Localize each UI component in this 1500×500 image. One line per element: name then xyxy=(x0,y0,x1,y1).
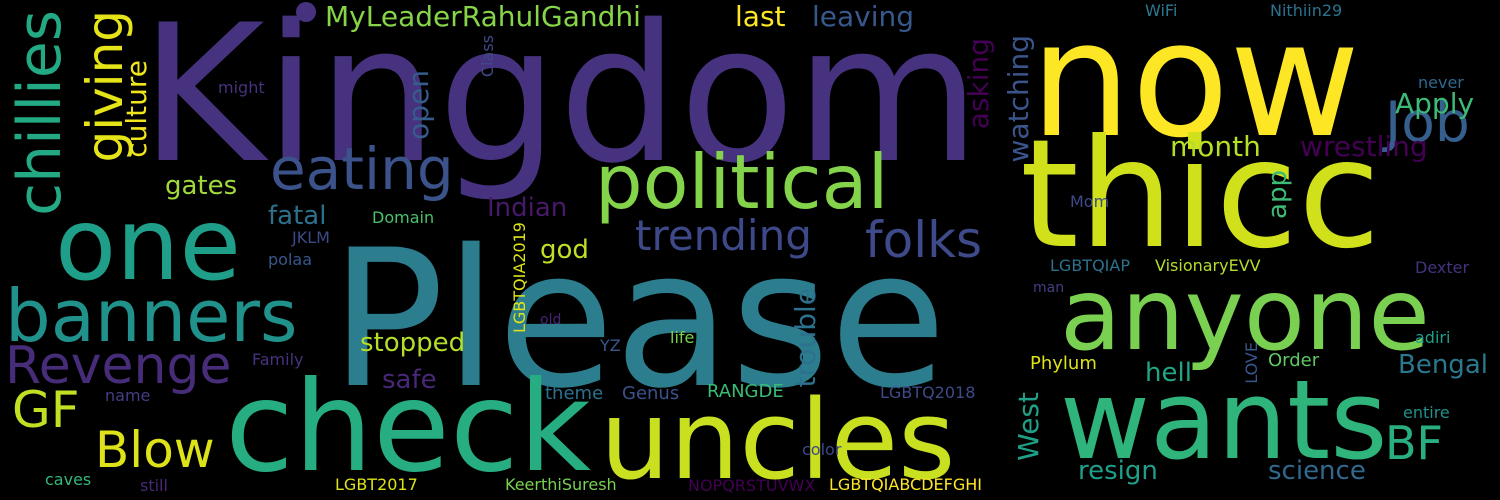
word-wants: wants xyxy=(1060,356,1388,484)
word-family: Family xyxy=(252,350,304,369)
word-resign: resign xyxy=(1078,456,1158,486)
word-hell: hell xyxy=(1145,358,1192,388)
word-dexter: Dexter xyxy=(1415,258,1470,277)
word-keerthisuresh: KeerthiSuresh xyxy=(505,475,617,494)
word-life: life xyxy=(670,328,695,347)
word-jklm: JKLM xyxy=(292,228,330,247)
word-visionaryevv: VisionaryEVV xyxy=(1155,256,1261,275)
word-name: name xyxy=(105,386,151,405)
word-please: Please xyxy=(330,209,947,430)
word-domain: Domain xyxy=(372,208,435,227)
word-theme: theme xyxy=(545,383,604,404)
word-mom: Mom xyxy=(1070,192,1110,211)
word-phylum: Phylum xyxy=(1030,353,1097,374)
word-polaa: polaa xyxy=(268,250,312,269)
word-wifi: WiFi xyxy=(1145,1,1178,20)
word-asking: asking xyxy=(962,38,995,130)
word-lgbt2017: LGBT2017 xyxy=(335,475,418,494)
word-genus: Genus xyxy=(622,383,680,404)
word-trending: trending xyxy=(635,211,812,260)
word-nopqrstuvwx: NOPQRSTUVWX xyxy=(688,476,816,495)
word-old: old xyxy=(540,312,562,328)
word-man: man xyxy=(1033,280,1065,296)
word-blow: Blow xyxy=(95,421,215,479)
word-trouble: trouble xyxy=(789,288,822,388)
word-wrestling: wrestling xyxy=(1300,130,1428,163)
word-rangde: RANGDE xyxy=(707,381,784,402)
word-last: last xyxy=(735,0,786,33)
word-color: color xyxy=(802,440,842,459)
word-folks: folks xyxy=(865,211,983,269)
word-revenge: Revenge xyxy=(5,336,232,396)
word-nithiin29: Nithiin29 xyxy=(1270,1,1343,20)
dot-mark xyxy=(296,2,316,22)
word-chillies: chillies xyxy=(5,10,75,216)
word-bf: BF xyxy=(1385,416,1444,470)
word-bengal: Bengal xyxy=(1398,350,1488,380)
word-might: might xyxy=(218,78,265,97)
word-caves: caves xyxy=(45,470,92,489)
word-order: Order xyxy=(1268,350,1320,371)
word-west: West xyxy=(1012,392,1045,461)
word-class: Class xyxy=(478,35,497,78)
word-lgbtqiabcdefghi: LGBTQIABCDEFGHI xyxy=(829,475,982,494)
word-adiri: adiri xyxy=(1415,328,1451,347)
word-apply: Apply xyxy=(1395,87,1475,120)
word-anyone: anyone xyxy=(1060,256,1430,373)
word-culture: culture xyxy=(120,60,153,158)
word-yz: YZ xyxy=(600,336,621,355)
word-open: open xyxy=(402,70,435,140)
word-check: check xyxy=(225,355,591,500)
word-kingdom: Kingdom xyxy=(140,0,981,205)
word-entire: entire xyxy=(1403,403,1450,422)
word-safe: safe xyxy=(382,365,437,395)
word-lgbtq2018: LGBTQ2018 xyxy=(880,383,976,402)
word-myleaderrahulgandhi: MyLeaderRahulGandhi xyxy=(325,0,641,33)
word-now: now xyxy=(1030,0,1361,173)
word-fatal: fatal xyxy=(268,201,327,231)
word-eating: eating xyxy=(270,135,454,203)
word-lgbtqiap: LGBTQIAP xyxy=(1050,256,1130,275)
word-political: political xyxy=(595,138,889,226)
word-lgbtqia2019: LGBTQIA2019 xyxy=(510,222,529,334)
word-stopped: stopped xyxy=(360,328,466,358)
word-science: science xyxy=(1268,456,1366,486)
word-one: one xyxy=(55,186,242,303)
word-god: god xyxy=(540,235,589,265)
word-month: month xyxy=(1170,130,1261,163)
word-gf: GF xyxy=(12,381,80,439)
word-job: Job xyxy=(1385,90,1470,154)
word-thicc: thicc xyxy=(1020,108,1381,282)
word-leaving: leaving xyxy=(812,0,915,33)
word-gates: gates xyxy=(165,171,238,201)
word-app: app xyxy=(1263,170,1293,219)
word-watching: watching xyxy=(1002,35,1035,163)
word-uncles: uncles xyxy=(600,376,956,500)
word-still: still xyxy=(140,476,168,495)
word-love: LOVE xyxy=(1242,342,1261,384)
word-indian: Indian xyxy=(487,193,568,223)
word-banners: banners xyxy=(5,274,298,358)
word-never: never xyxy=(1418,73,1464,92)
